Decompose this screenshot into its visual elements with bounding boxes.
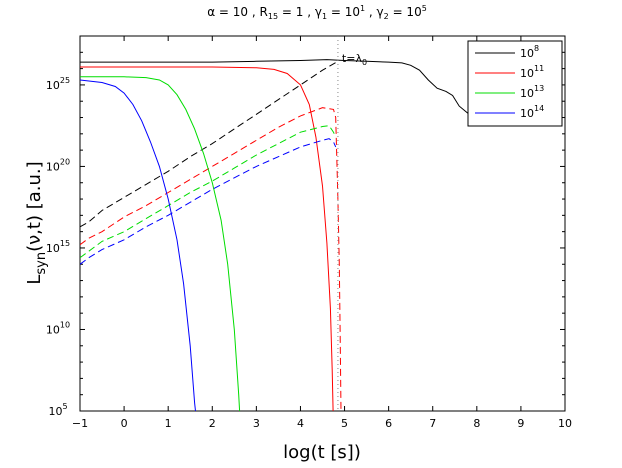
x-tick-label: 4 — [297, 417, 304, 430]
lambda-annotation: t=λ0 — [342, 52, 367, 67]
y-axis-label: Lsyn(ν,t) [a.u.] — [24, 161, 49, 284]
annotation-group: t=λ0 — [337, 36, 367, 411]
x-tick-label: 3 — [253, 417, 260, 430]
series-dashed-line-3 — [80, 138, 337, 265]
legend-box — [467, 40, 563, 127]
series-solid-line-0 — [80, 59, 469, 114]
y-tick-label: 1010 — [46, 320, 70, 336]
x-tick-label: 7 — [429, 417, 436, 430]
x-tick-label: 9 — [517, 417, 524, 430]
series-solid-line-1 — [80, 66, 334, 411]
series-dashed-line-1 — [80, 107, 342, 411]
y-tick-label: 1020 — [46, 157, 70, 173]
legend-label-2: 1013 — [520, 84, 544, 100]
axis-ticks: −1 0 1 2 3 4 5 6 7 8 9 10 105 1010 1015 1020 1025 — [46, 35, 572, 430]
series-dashed-line-0 — [80, 60, 339, 228]
legend-label-1: 1011 — [520, 64, 544, 80]
x-tick-label: 0 — [121, 417, 128, 430]
x-tick-label: −1 — [72, 417, 88, 430]
legend-label-0: 108 — [520, 44, 539, 60]
x-tick-label: 5 — [341, 417, 348, 430]
x-axis-label: log(t [s]) — [283, 442, 361, 463]
series-group — [80, 59, 469, 411]
x-tick-label: 10 — [558, 417, 572, 430]
legend-label-3: 1014 — [520, 104, 544, 120]
y-tick-label: 1015 — [46, 239, 70, 255]
y-tick-label: 1025 — [46, 76, 70, 92]
x-tick-label: 6 — [385, 417, 392, 430]
chart-title: α = 10 , R15 = 1 , γ1 = 101 , γ2 = 105 — [207, 4, 427, 21]
series-dashed-line-2 — [80, 125, 337, 259]
series-solid-line-3 — [80, 79, 196, 411]
legend: 108 1011 1013 1014 — [467, 40, 563, 127]
x-tick-label: 2 — [209, 417, 216, 430]
y-tick-label: 105 — [48, 402, 67, 418]
x-tick-label: 1 — [165, 417, 172, 430]
x-tick-label: 8 — [473, 417, 480, 430]
series-solid-line-2 — [80, 76, 241, 411]
